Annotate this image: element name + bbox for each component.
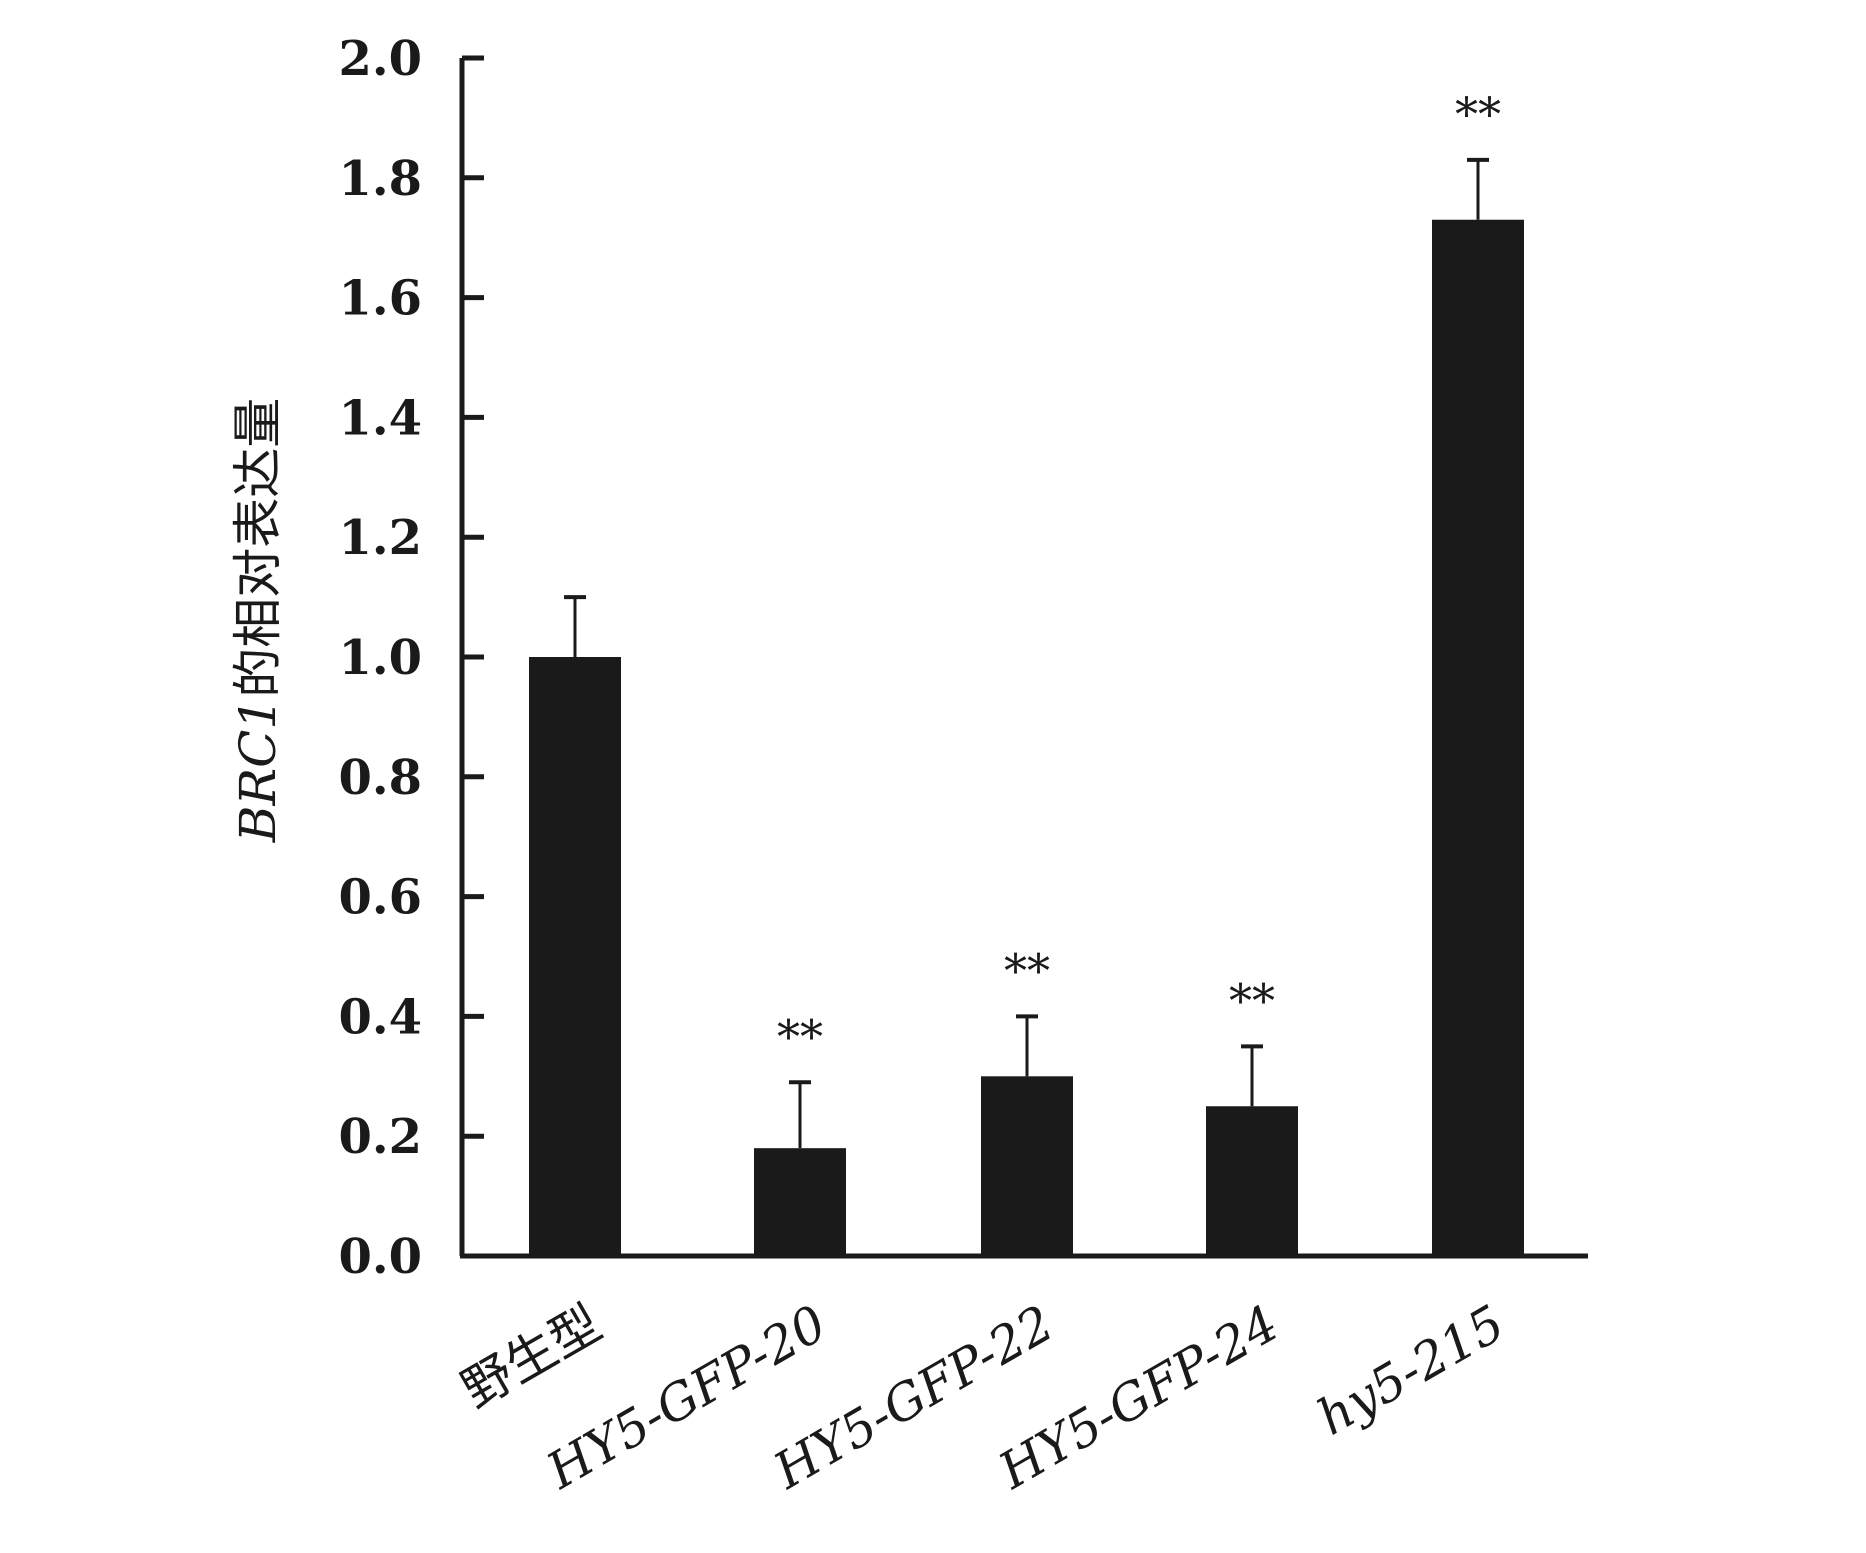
significance-marker: ** bbox=[777, 1009, 823, 1063]
y-tick-label: 1.4 bbox=[338, 390, 422, 446]
y-axis-title: BRC1的相对表达量 bbox=[229, 398, 287, 843]
y-axis-title-part: 的相对表达量 bbox=[229, 398, 287, 698]
y-axis-title-part: BRC1 bbox=[229, 698, 287, 843]
bar bbox=[1432, 219, 1524, 1257]
x-category-label: hy5-215 bbox=[1308, 1294, 1514, 1447]
labels: 0.00.20.40.60.81.01.21.41.61.82.0野生型**HY… bbox=[338, 31, 1514, 1501]
significance-marker: ** bbox=[1229, 973, 1275, 1027]
y-tick-label: 0.8 bbox=[338, 750, 422, 806]
significance-marker: ** bbox=[1455, 87, 1501, 141]
y-tick-label: 2.0 bbox=[338, 31, 422, 87]
y-tick-label: 0.0 bbox=[338, 1229, 422, 1285]
y-tick-label: 0.4 bbox=[338, 989, 422, 1045]
bar bbox=[529, 657, 621, 1256]
y-tick-label: 1.0 bbox=[338, 630, 422, 686]
y-tick-label: 1.8 bbox=[338, 151, 422, 207]
y-tick-label: 0.6 bbox=[338, 870, 422, 926]
y-tick-label: 1.2 bbox=[338, 510, 422, 566]
bar bbox=[754, 1148, 846, 1256]
y-tick-label: 0.2 bbox=[338, 1109, 422, 1165]
bars bbox=[529, 157, 1524, 1257]
y-tick-label: 1.6 bbox=[338, 271, 422, 327]
significance-marker: ** bbox=[1004, 943, 1050, 997]
x-category-label: 野生型 bbox=[452, 1294, 611, 1419]
bar bbox=[981, 1076, 1073, 1256]
bar bbox=[1206, 1106, 1298, 1256]
